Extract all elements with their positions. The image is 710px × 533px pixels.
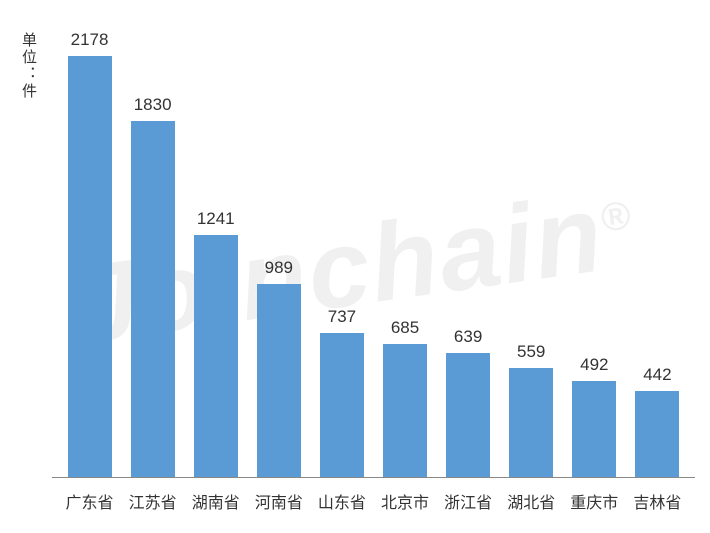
bar-slot: 1241 [184,30,247,477]
x-axis-category-label: 广东省 [58,489,121,513]
x-axis-labels: 广东省江苏省湖南省河南省山东省北京市浙江省湖北省重庆市吉林省 [52,489,695,513]
x-axis-category-label: 重庆市 [563,489,626,513]
bar-value-label: 639 [454,327,482,347]
bar-value-label: 1241 [197,209,235,229]
x-axis-category-label: 北京市 [373,489,436,513]
bar-rect [131,121,175,477]
bar-value-label: 989 [265,258,293,278]
bar-chart-container: 单位：件 Joinchain® 217818301241989737685639… [0,0,710,533]
bar-value-label: 737 [328,307,356,327]
bar-slot: 685 [373,30,436,477]
bar-rect [68,56,112,477]
bar-slot: 1830 [121,30,184,477]
x-axis-category-label: 江苏省 [121,489,184,513]
x-axis-category-label: 浙江省 [437,489,500,513]
bar-slot: 2178 [58,30,121,477]
bar-slot: 559 [500,30,563,477]
bar-rect [320,333,364,477]
bar-slot: 989 [247,30,310,477]
bar-slot: 737 [310,30,373,477]
x-axis-category-label: 河南省 [247,489,310,513]
bar-value-label: 1830 [134,95,172,115]
bar-value-label: 492 [580,355,608,375]
y-axis-unit-label: 单位：件 [18,32,39,100]
bar-value-label: 442 [643,365,671,385]
bars-wrapper: 2178 1830 1241 989 737 685 639 559 492 442 [52,30,695,477]
bar-slot: 492 [563,30,626,477]
bar-rect [257,284,301,477]
bar-rect [446,353,490,477]
x-axis-category-label: 湖南省 [184,489,247,513]
bar-rect [572,381,616,477]
bar-value-label: 685 [391,318,419,338]
bar-value-label: 559 [517,342,545,362]
bar-slot: 442 [626,30,689,477]
bar-value-label: 2178 [71,30,109,50]
bar-rect [509,368,553,477]
plot-area: 2178 1830 1241 989 737 685 639 559 492 442 [52,30,695,478]
bar-slot: 639 [437,30,500,477]
bar-rect [383,344,427,477]
bar-rect [194,235,238,477]
x-axis-category-label: 山东省 [310,489,373,513]
x-axis-category-label: 湖北省 [500,489,563,513]
x-axis-category-label: 吉林省 [626,489,689,513]
bar-rect [635,391,679,477]
